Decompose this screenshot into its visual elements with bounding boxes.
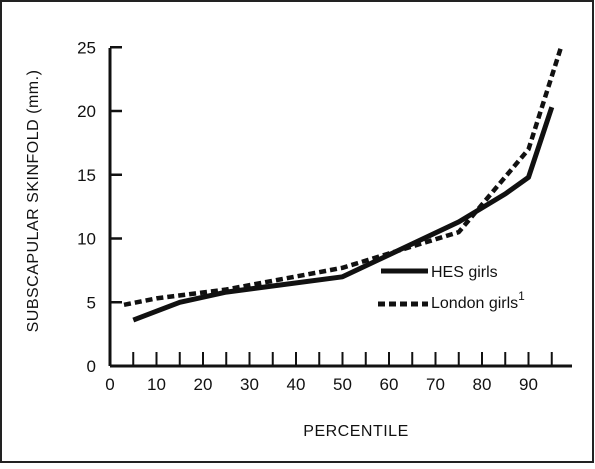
x-tick-label-40: 40 xyxy=(287,375,306,394)
series-layer xyxy=(123,46,564,323)
y-tick-label-25: 25 xyxy=(77,38,96,57)
legend: HES girls London girls1 xyxy=(378,264,525,312)
x-tick-label-50: 50 xyxy=(333,375,352,394)
x-tick-label-20: 20 xyxy=(194,375,213,394)
y-tick-label-15: 15 xyxy=(77,166,96,185)
x-tick-label-70: 70 xyxy=(426,375,445,394)
y-tick-label-10: 10 xyxy=(77,230,96,249)
legend-label-london-girls: London girls1 xyxy=(431,289,525,312)
y-axis-title: SUBSCAPULAR SKINFOLD (mm.) xyxy=(25,70,42,333)
x-tick-label-80: 80 xyxy=(473,375,492,394)
y-tick-label-20: 20 xyxy=(77,102,96,121)
y-tick-label-5: 5 xyxy=(87,293,96,312)
series-line-hes-girls xyxy=(132,106,555,323)
x-tick-label-60: 60 xyxy=(380,375,399,394)
x-tick-label-90: 90 xyxy=(519,375,538,394)
series-line-london-girls xyxy=(123,46,564,308)
x-tick-label-30: 30 xyxy=(240,375,259,394)
x-axis-ticks: 0 10 20 30 40 50 60 70 80 90 xyxy=(105,352,553,394)
legend-label-london-girls-text: London girls xyxy=(431,295,518,312)
y-tick-label-0: 0 xyxy=(87,357,96,376)
legend-label-london-girls-superscript: 1 xyxy=(518,289,525,303)
legend-label-hes-girls: HES girls xyxy=(431,264,498,281)
x-axis-title: PERCENTILE xyxy=(303,423,408,440)
x-tick-label-0: 0 xyxy=(105,375,114,394)
x-tick-label-10: 10 xyxy=(147,375,166,394)
y-axis-ticks: 0 5 10 15 20 25 xyxy=(77,38,122,376)
